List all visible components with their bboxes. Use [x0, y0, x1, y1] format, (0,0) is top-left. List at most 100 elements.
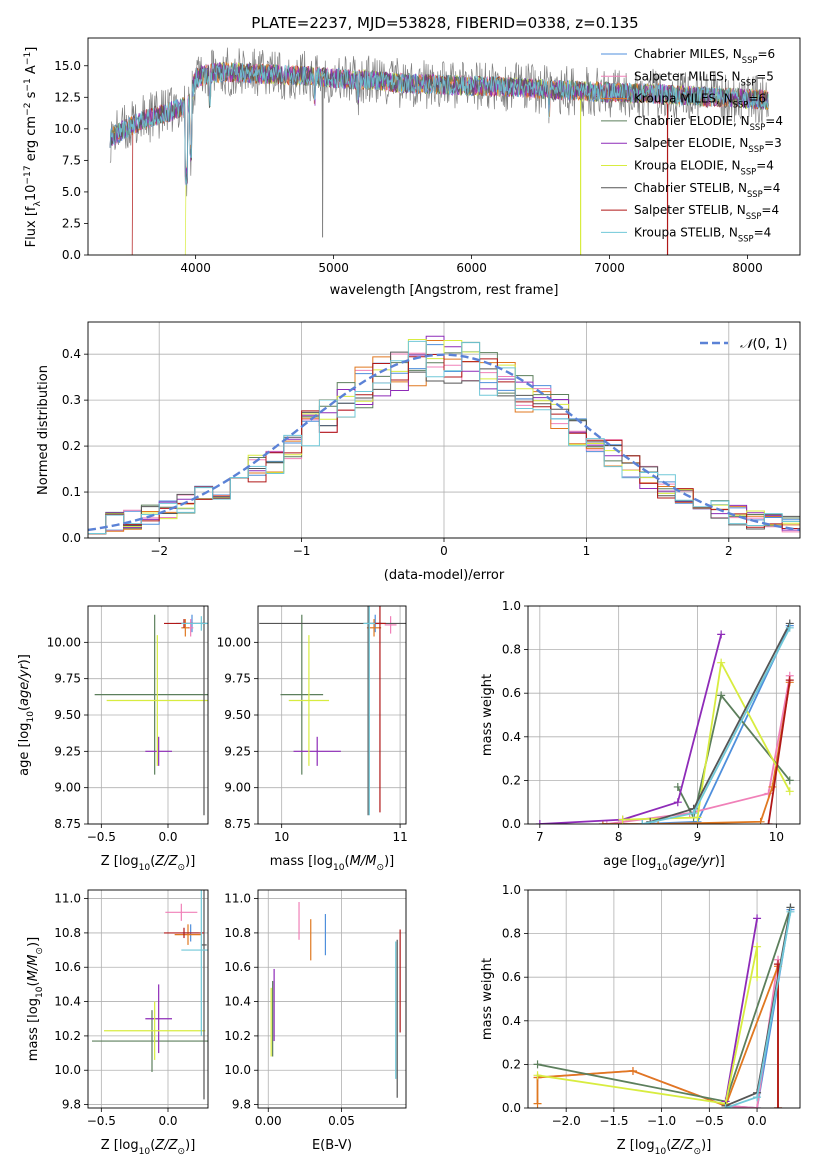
- y-tick-label: 0.3: [62, 393, 81, 407]
- y-axis-label: age [log10(age/yr)]: [17, 654, 36, 776]
- weight-line: [622, 659, 791, 821]
- x-tick-label: 10: [769, 830, 784, 844]
- weight-marker: [753, 914, 762, 923]
- y-tick-label: 0.4: [502, 730, 521, 744]
- x-tick-label: −2: [150, 544, 168, 558]
- y-axis-label: mass weight: [480, 958, 495, 1040]
- y-tick-label: 11.0: [54, 892, 81, 906]
- x-tick-label: 11: [392, 830, 407, 844]
- model-spectrum-line: [109, 62, 769, 186]
- subplot-age-vs-Z: −0.5 0.0 8.75 9.00 9.25 9.50 9.75 10.00 Z [log10…: [17, 605, 209, 873]
- model-spectrum-line: [109, 62, 769, 183]
- weight-line: [539, 634, 723, 824]
- y-tick-label: 5.0: [62, 185, 81, 199]
- x-axis-label: (data-model)/error: [384, 568, 505, 583]
- x-tick-label: 7: [536, 830, 544, 844]
- plot-area: [270, 902, 401, 1098]
- x-tick-label: 7000: [594, 261, 625, 275]
- y-tick-label: 0.2: [502, 1057, 521, 1071]
- x-tick-label: 2: [725, 544, 733, 558]
- axes-frame: [257, 605, 407, 825]
- y-tick-label: 9.50: [54, 708, 81, 722]
- axes-frame: [527, 605, 801, 825]
- legend-label: Chabrier STELIB, NSSP=4: [634, 181, 780, 199]
- weight-line: [537, 959, 779, 1108]
- subplot-mass-vs-Z: −0.5 0.0 9.8 10.0 10.2 10.4 10.6 10.8 11.0 Z [log…: [26, 889, 209, 1157]
- y-tick-label: 0.1: [62, 485, 81, 499]
- weight-marker: [533, 1071, 542, 1080]
- y-tick-label: 10.4: [224, 995, 251, 1009]
- y-tick-label: 9.8: [62, 1098, 81, 1112]
- x-axis-label: Z [log10(Z/Z⊙)]: [101, 1138, 196, 1157]
- axes-frame: [87, 321, 801, 539]
- x-tick-label: −0.5: [87, 1114, 116, 1128]
- y-tick-label: 0.0: [62, 248, 81, 262]
- y-tick-label: 9.00: [54, 781, 81, 795]
- y-tick-label: 9.25: [54, 744, 81, 758]
- histogram-step-line: [88, 340, 800, 535]
- plot-area: [259, 606, 406, 816]
- y-tick-label: 10.00: [217, 635, 251, 649]
- x-tick-label: −2.0: [552, 1114, 581, 1128]
- weight-line: [537, 946, 758, 1105]
- y-tick-label: 10.0: [54, 122, 81, 136]
- weight-marker: [693, 813, 702, 822]
- y-tick-label: 0.0: [502, 817, 521, 831]
- weight-line: [606, 675, 791, 824]
- legend-label: Chabrier MILES, NSSP=6: [634, 47, 775, 65]
- y-tick-label: 2.5: [62, 216, 81, 230]
- x-tick-label: 4000: [180, 261, 211, 275]
- y-tick-label: 0.4: [502, 1014, 521, 1028]
- x-tick-label: −1.0: [647, 1114, 676, 1128]
- x-tick-label: 0.00: [255, 1114, 282, 1128]
- x-tick-label: 0.0: [748, 1114, 767, 1128]
- legend-label: Kroupa MILES, NSSP=6: [634, 92, 766, 110]
- legend-label: Salpeter STELIB, NSSP=4: [634, 203, 779, 221]
- subplot-weight-vs-Z: −2.0 −1.5 −1.0 −0.5 0.0 0.0 0.2 0.4 0.6 0.8 1.0 Z […: [480, 883, 801, 1157]
- x-tick-label: 0.05: [328, 1114, 355, 1128]
- y-tick-label: 8.75: [54, 817, 81, 831]
- y-tick-label: 0.8: [502, 927, 521, 941]
- weight-marker: [753, 973, 762, 982]
- plot-area: [94, 606, 208, 816]
- y-tick-label: 1.0: [502, 883, 521, 897]
- x-axis-label: age [log10(age/yr)]: [603, 854, 725, 873]
- weight-line: [602, 625, 791, 824]
- weight-marker: [768, 782, 777, 791]
- y-tick-label: 1.0: [502, 599, 521, 613]
- x-axis-label: Z [log10(Z/Z⊙)]: [617, 1138, 712, 1157]
- weight-marker: [689, 809, 698, 818]
- figure-title: PLATE=2237, MJD=53828, FIBERID=0338, z=0…: [251, 14, 638, 32]
- y-tick-label: 9.50: [224, 708, 251, 722]
- x-tick-label: 1: [583, 544, 591, 558]
- subplot-mass-vs-EBV: 0.00 0.05 9.8 10.0 10.2 10.4 10.6 10.8 11.0 E(B-V…: [224, 889, 407, 1153]
- x-tick-label: 0.0: [158, 830, 177, 844]
- weight-marker: [785, 776, 794, 785]
- legend-label: Kroupa STELIB, NSSP=4: [634, 225, 771, 243]
- weight-marker: [756, 817, 765, 824]
- y-tick-label: 0.8: [502, 643, 521, 657]
- legend-label: Kroupa ELODIE, NSSP=4: [634, 159, 774, 177]
- y-tick-label: 9.25: [224, 744, 251, 758]
- axes-frame: [87, 605, 209, 825]
- plot-area: [109, 47, 769, 255]
- x-tick-label: 10: [274, 830, 289, 844]
- weight-marker: [533, 1099, 542, 1108]
- y-tick-label: 0.4: [62, 347, 81, 361]
- y-tick-label: 10.2: [54, 1029, 81, 1043]
- axes-frame: [527, 889, 801, 1109]
- legend-label: Salpeter ELODIE, NSSP=3: [634, 136, 782, 154]
- x-tick-label: −0.5: [695, 1114, 724, 1128]
- legend-label: Chabrier ELODIE, NSSP=4: [634, 114, 783, 132]
- subplots-container: 4000 5000 6000 7000 80000.02.55.07.510.012.5…: [17, 37, 801, 1157]
- y-tick-label: 0.0: [62, 531, 81, 545]
- weight-marker: [673, 798, 682, 807]
- y-tick-label: 10.00: [47, 635, 81, 649]
- y-tick-label: 10.4: [54, 995, 81, 1009]
- x-tick-label: 0.0: [158, 1114, 177, 1128]
- y-tick-label: 0.2: [62, 439, 81, 453]
- weight-line: [537, 907, 792, 1103]
- x-tick-label: 9: [694, 830, 702, 844]
- y-tick-label: 10.2: [224, 1029, 251, 1043]
